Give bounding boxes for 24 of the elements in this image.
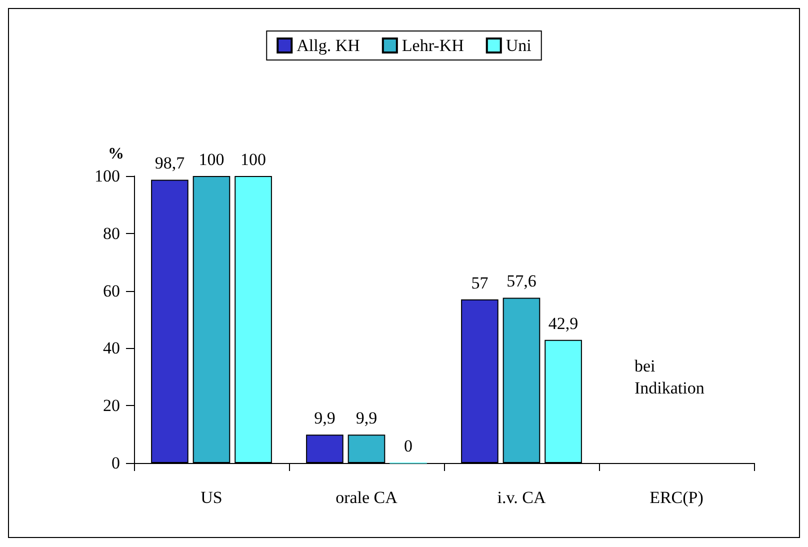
legend-label: Allg. KH bbox=[296, 36, 360, 55]
data-label: 42,9 bbox=[548, 314, 578, 333]
data-label: 57 bbox=[471, 273, 489, 292]
y-tick-label: 20 bbox=[103, 396, 120, 416]
y-axis-title: % bbox=[108, 146, 124, 162]
y-tick-label: 0 bbox=[112, 454, 120, 472]
x-tick-label: i.v. CA bbox=[497, 488, 546, 507]
data-label: 100 bbox=[198, 150, 224, 169]
data-label: 57,6 bbox=[506, 272, 536, 291]
x-tick-label: orale CA bbox=[336, 488, 398, 507]
y-tick-label: 100 bbox=[94, 166, 120, 186]
data-label: 9,9 bbox=[314, 408, 336, 428]
y-tick-label: 80 bbox=[103, 224, 120, 243]
y-tick-label: 40 bbox=[103, 338, 120, 358]
y-tick-label: 60 bbox=[103, 281, 120, 300]
annotation: bei Indikation bbox=[634, 356, 705, 398]
x-tick-label: US bbox=[200, 488, 222, 507]
x-tick-label: ERC(P) bbox=[650, 488, 704, 507]
legend-label: Uni bbox=[506, 36, 532, 55]
legend-label: Lehr-KH bbox=[402, 36, 464, 55]
data-label: 98,7 bbox=[154, 154, 186, 173]
data-label: 9,9 bbox=[356, 408, 378, 428]
data-label: 0 bbox=[404, 436, 413, 456]
data-label: 100 bbox=[240, 150, 266, 169]
